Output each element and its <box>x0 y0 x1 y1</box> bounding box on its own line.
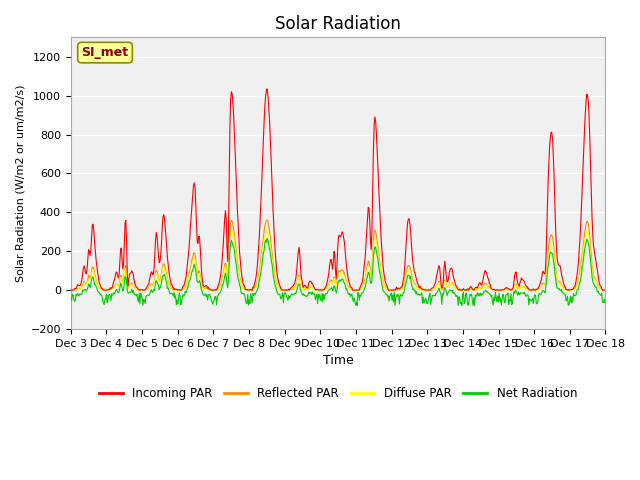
Y-axis label: Solar Radiation (W/m2 or um/m2/s): Solar Radiation (W/m2 or um/m2/s) <box>15 84 25 282</box>
X-axis label: Time: Time <box>323 354 353 367</box>
Text: SI_met: SI_met <box>81 46 129 59</box>
Title: Solar Radiation: Solar Radiation <box>275 15 401 33</box>
Legend: Incoming PAR, Reflected PAR, Diffuse PAR, Net Radiation: Incoming PAR, Reflected PAR, Diffuse PAR… <box>95 383 582 405</box>
